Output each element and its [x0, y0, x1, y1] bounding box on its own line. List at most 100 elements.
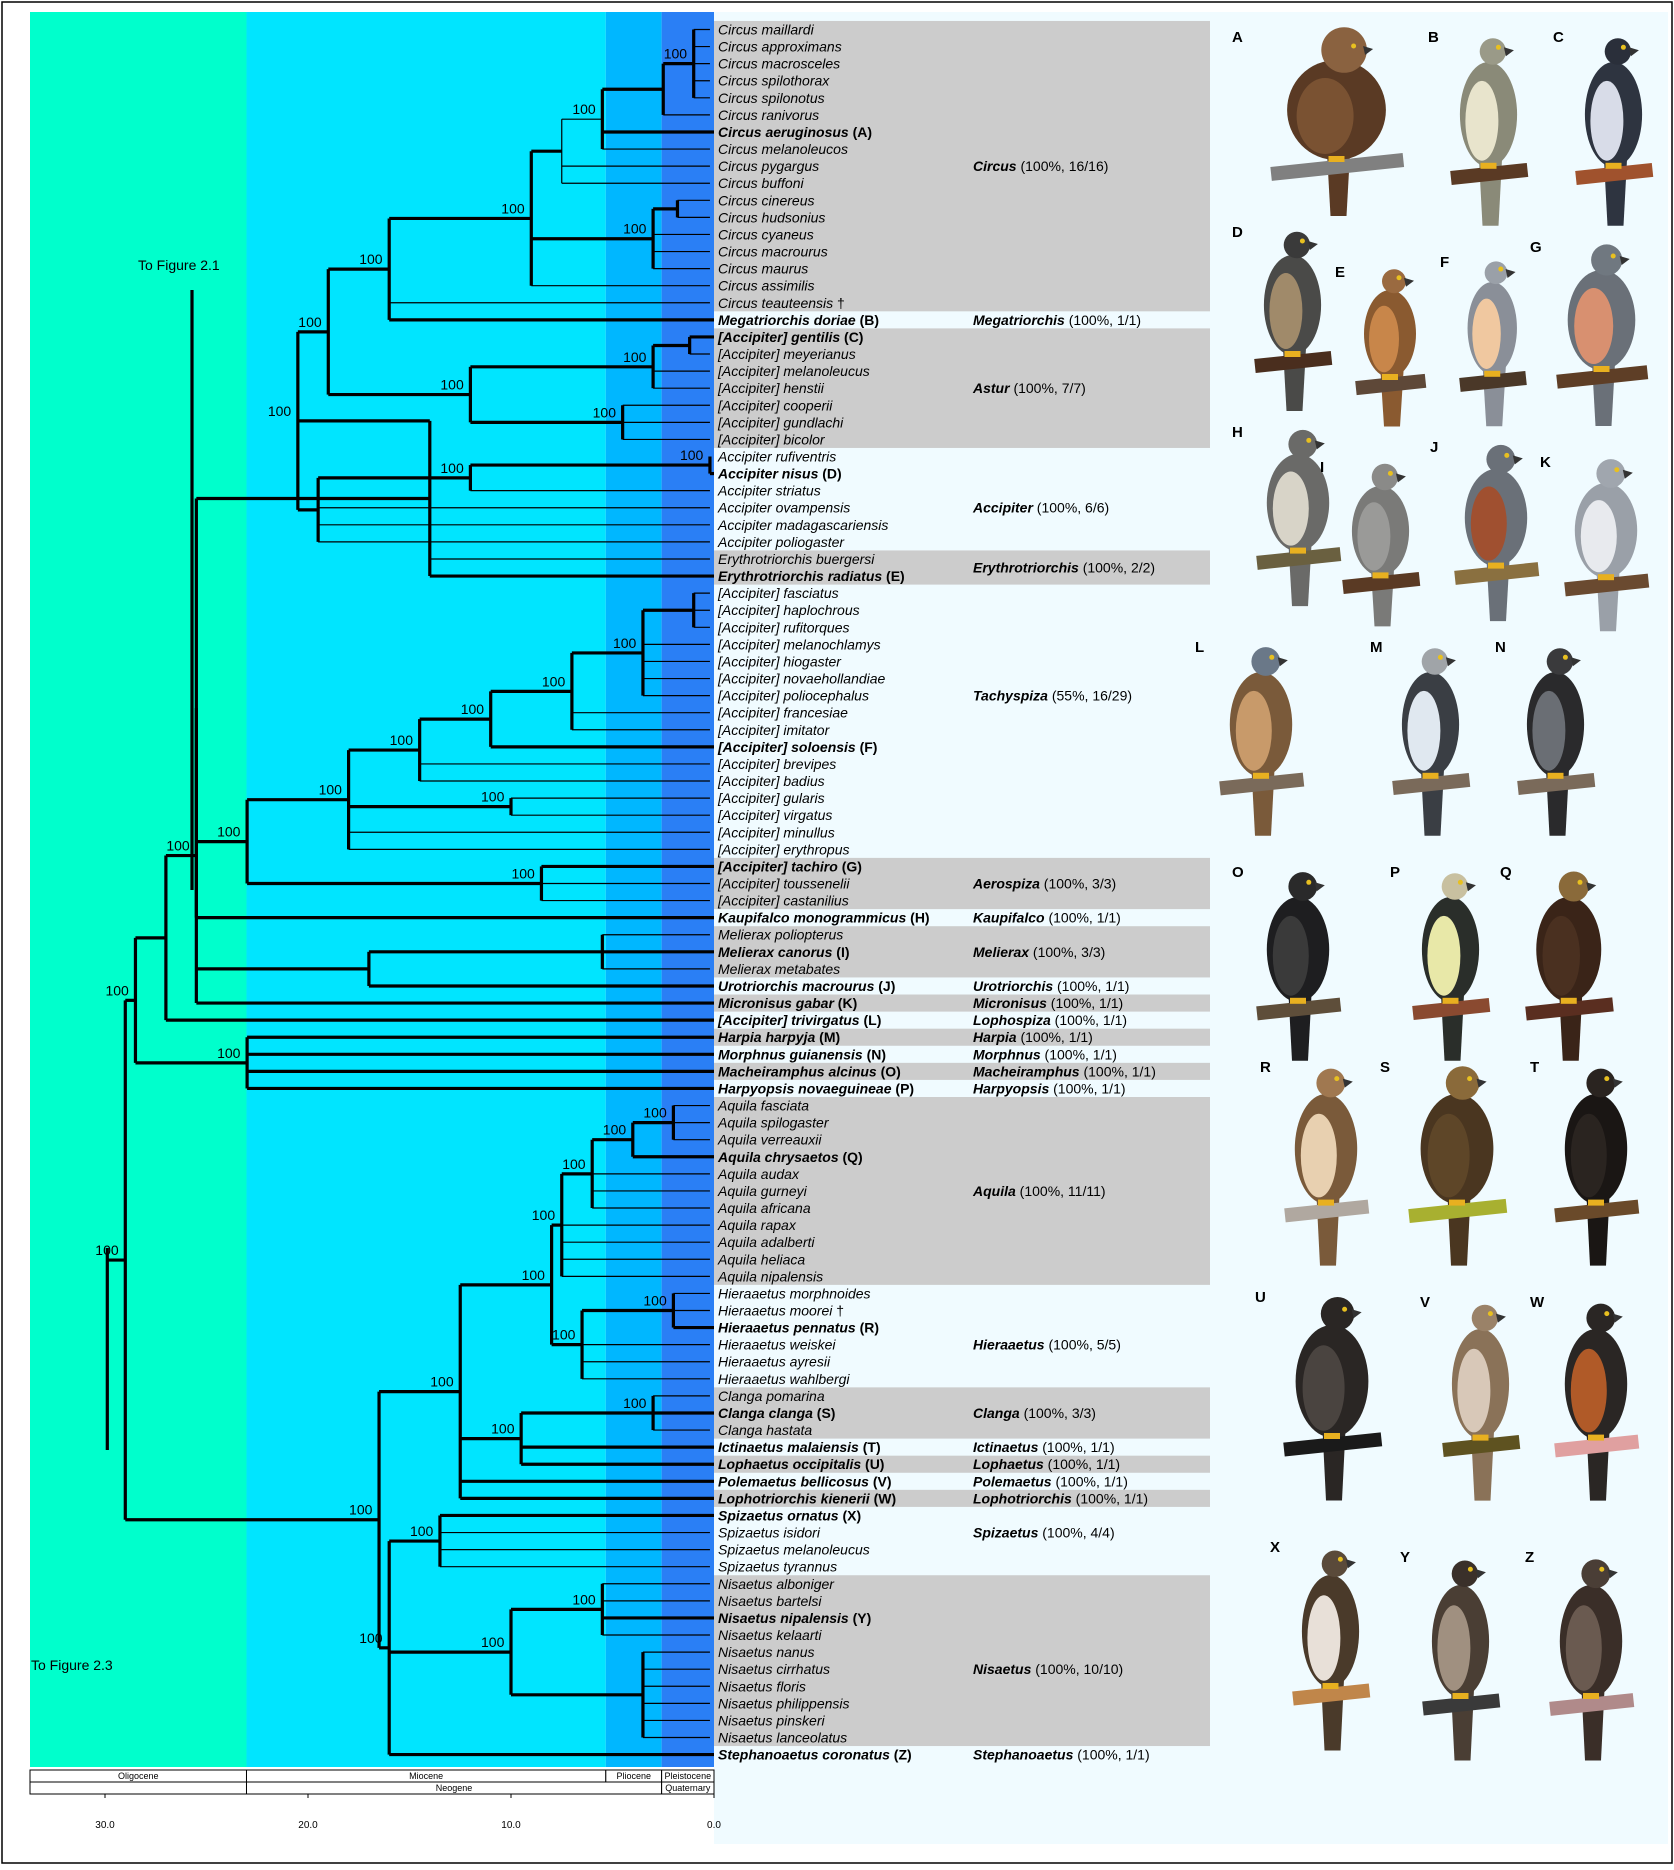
taxon-name: Clanga pomarina	[718, 1388, 825, 1404]
taxon-label: Nisaetus kelaarti	[718, 1627, 822, 1643]
bird-letter-u: U	[1255, 1289, 1266, 1306]
bird-letter-j: J	[1430, 439, 1438, 456]
bird-eye	[1334, 1076, 1340, 1082]
bird-eye	[1337, 1556, 1343, 1562]
taxon-label: Circus aeruginosus (A)	[718, 124, 872, 140]
genus-name: Lophospiza	[973, 1012, 1051, 1028]
bird-illustration-h: H	[1232, 424, 1342, 607]
genus-label-megatriorchis: Megatriorchis (100%, 1/1)	[973, 312, 1141, 328]
bird-eye	[1599, 1566, 1605, 1572]
genus-name: Clanga	[973, 1405, 1020, 1421]
bird-illustration-a: A	[1232, 27, 1405, 216]
bird-perch	[1342, 571, 1421, 594]
bird-head	[1445, 1066, 1480, 1100]
taxon-label: Hieraaetus wahlbergi	[718, 1371, 850, 1387]
bird-eye	[1562, 654, 1568, 660]
genus-stats: (100%, 3/3)	[1040, 876, 1116, 892]
taxon-name: Circus macrourus	[718, 244, 828, 260]
taxon-label: Nisaetus cirrhatus	[718, 1661, 830, 1677]
taxon-label: [Accipiter] novaehollandiae	[717, 671, 886, 687]
bird-beak	[1314, 882, 1325, 892]
bird-belly	[1472, 298, 1501, 369]
bird-belly	[1272, 915, 1309, 996]
bird-feet	[1452, 1693, 1469, 1699]
taxon-label: [Accipiter] meyerianus	[717, 346, 856, 362]
bird-letter-q: Q	[1500, 864, 1512, 881]
bird-illustration-f: F	[1440, 254, 1527, 427]
bird-beak	[1363, 46, 1374, 55]
taxon-name: [Accipiter] novaehollandiae	[717, 671, 886, 687]
bird-beak	[1628, 47, 1639, 57]
bird-belly	[1302, 1345, 1345, 1431]
taxon-name: Aquila gurneyi	[717, 1183, 808, 1199]
genus-stats: (100%, 1/1)	[1017, 1029, 1093, 1045]
bird-illustration-q: Q	[1500, 864, 1614, 1061]
support-value-node-43: 100	[430, 1374, 454, 1390]
taxon-label: Circus cinereus	[718, 192, 814, 208]
taxon-letter: (K)	[834, 995, 857, 1011]
taxon-label: [Accipiter] gularis	[717, 790, 825, 806]
taxon-name: [Accipiter] melanoleucus	[717, 363, 870, 379]
genus-stats: (100%, 11/11)	[1016, 1183, 1106, 1199]
epoch-background-layer	[30, 12, 1668, 1844]
bird-beak	[1404, 277, 1414, 287]
bird-eye	[1306, 437, 1312, 443]
support-value-node-39: 100	[552, 1327, 576, 1343]
taxon-label: Circus hudsonius	[718, 209, 825, 225]
taxon-label: Circus ranivorus	[718, 107, 819, 123]
bird-head	[1451, 1560, 1479, 1587]
bird-letter-w: W	[1530, 1294, 1545, 1311]
genus-stats: (100%, 5/5)	[1045, 1337, 1121, 1353]
taxon-label: Harpia harpyja (M)	[718, 1029, 840, 1045]
taxon-label: Accipiter rufiventris	[717, 449, 836, 465]
genus-labels-layer: Circus (100%, 16/16) Megatriorchis (100%,…	[972, 158, 1156, 1762]
genus-label-urotriorchis: Urotriorchis (100%, 1/1)	[973, 978, 1129, 994]
bird-beak	[1465, 882, 1476, 892]
to-figure-top-label: To Figure 2.1	[138, 257, 220, 273]
taxon-name: Hieraaetus ayresii	[718, 1354, 831, 1370]
taxon-label: Stephanoaetus coronatus (Z)	[718, 1747, 912, 1763]
taxon-name: Clanga hastata	[718, 1422, 812, 1438]
taxon-name: [Accipiter] gentilis	[717, 329, 840, 345]
taxon-name: [Accipiter] trivirgatus	[717, 1012, 860, 1028]
taxon-label: [Accipiter] poliocephalus	[717, 688, 869, 704]
bird-letter-v: V	[1420, 1294, 1430, 1311]
taxon-label: Accipiter nisus (D)	[717, 466, 842, 482]
taxon-letter: (S)	[813, 1405, 836, 1421]
bird-belly	[1465, 80, 1499, 161]
taxon-label: Aquila africana	[717, 1200, 811, 1216]
taxon-name: Nisaetus alboniger	[718, 1576, 835, 1592]
bird-beak	[1495, 1313, 1506, 1323]
bird-letter-p: P	[1390, 864, 1400, 881]
bird-letter-t: T	[1530, 1059, 1539, 1076]
bird-eye	[1351, 43, 1357, 49]
genus-name: Polemaetus	[973, 1473, 1052, 1489]
support-value-node-0: 100	[664, 46, 688, 62]
bird-beak	[1475, 1569, 1486, 1579]
taxon-name: [Accipiter] tachiro	[717, 858, 838, 874]
taxon-label: Circus cyaneus	[718, 226, 814, 242]
taxon-letter: (J)	[874, 978, 895, 994]
support-value-node-35: 100	[603, 1122, 627, 1138]
extinct-dagger: †	[833, 295, 845, 311]
bird-eye	[1457, 879, 1463, 885]
genus-name: Lophotriorchis	[973, 1490, 1072, 1506]
support-value-node-41: 100	[623, 1395, 647, 1411]
bird-beak	[1503, 47, 1514, 57]
bird-head	[1316, 1068, 1346, 1098]
bird-belly	[1307, 1595, 1341, 1681]
genus-name: Ictinaetus	[973, 1439, 1039, 1455]
taxon-label: Nisaetus nipalensis (Y)	[718, 1610, 871, 1626]
taxon-label: Hieraaetus ayresii	[718, 1354, 831, 1370]
bird-beak	[1445, 657, 1456, 667]
bird-belly	[1590, 80, 1624, 161]
genus-stats: (100%, 3/3)	[1029, 944, 1105, 960]
bird-feet	[1480, 162, 1497, 169]
bird-feet	[1593, 366, 1610, 372]
taxon-name: [Accipiter] cooperii	[717, 397, 833, 413]
taxon-label: Circus spilothorax	[718, 73, 830, 89]
taxon-name: Nisaetus bartelsi	[718, 1593, 822, 1609]
genus-stats: (100%, 1/1)	[1041, 1046, 1117, 1062]
taxon-label: Aquila chrysaetos (Q)	[717, 1149, 863, 1165]
support-value-node-47: 100	[481, 1634, 505, 1650]
